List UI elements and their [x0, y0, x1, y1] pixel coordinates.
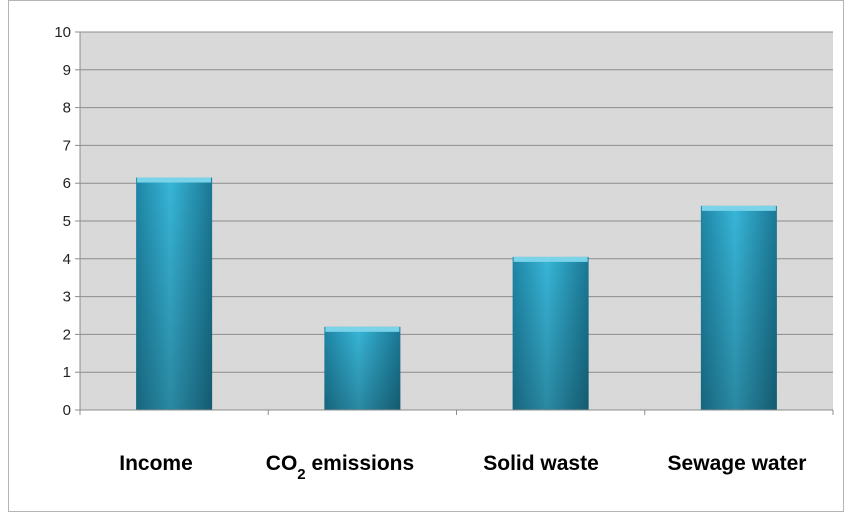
bar-shade	[700, 205, 777, 410]
bar-shade	[136, 177, 213, 410]
bar-cap	[325, 326, 400, 332]
bar-cap	[513, 256, 588, 262]
y-tick-label: 10	[54, 24, 71, 41]
y-tick-label: 5	[63, 213, 71, 230]
bar-shade	[324, 326, 401, 410]
bars	[136, 177, 777, 410]
category-label-solid-waste: Solid waste	[483, 452, 599, 475]
y-tick-label: 8	[63, 100, 71, 117]
y-tick-label: 4	[63, 251, 71, 268]
y-axis: 0 1 2 3 4 5 6 7 8 9 10	[54, 24, 81, 419]
category-label-co2-emissions: CO2 emissions	[266, 452, 414, 483]
y-tick-label: 6	[63, 175, 71, 192]
category-label-sewage-water: Sewage water	[668, 452, 807, 475]
y-tick-label: 7	[63, 137, 71, 154]
category-label-income: Income	[119, 452, 193, 475]
bar-cap	[137, 177, 212, 183]
y-tick-label: 9	[63, 62, 71, 79]
bar-co2-emissions	[324, 326, 401, 410]
y-tick-label: 3	[63, 289, 71, 306]
y-tick-label: 1	[63, 364, 71, 381]
bar-solid-waste	[512, 256, 589, 410]
x-axis-ticks	[79, 410, 834, 415]
y-tick-label: 0	[63, 402, 71, 419]
bar-income	[136, 177, 213, 410]
y-tick-label: 2	[63, 326, 71, 343]
bar-sewage-water	[700, 205, 777, 410]
bar-cap	[701, 205, 776, 211]
bar-shade	[512, 256, 589, 410]
